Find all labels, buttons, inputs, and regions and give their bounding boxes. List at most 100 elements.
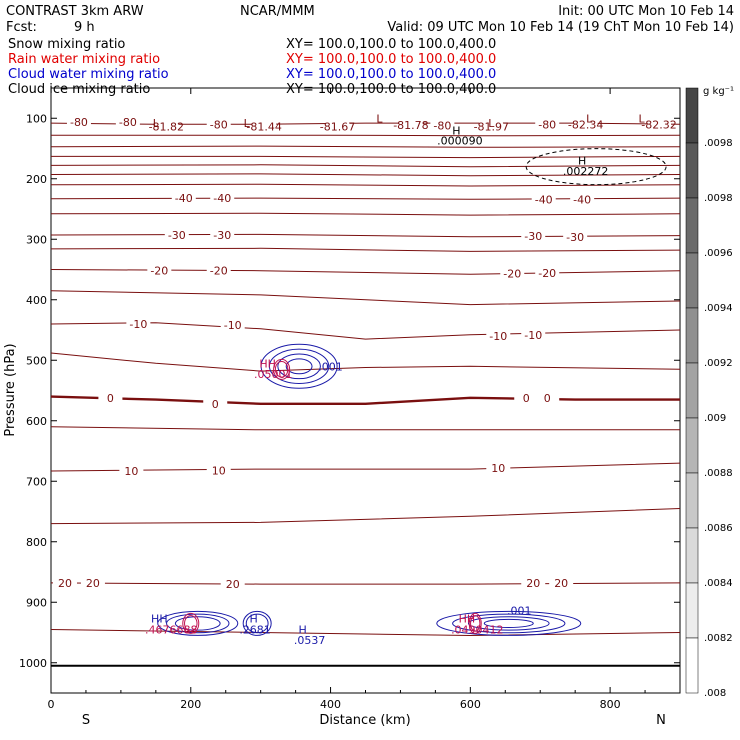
x-tick-label: 800 bbox=[600, 698, 621, 711]
x-end-label-south: S bbox=[82, 713, 90, 728]
colorbar-label: .0086 bbox=[704, 523, 733, 534]
field-name-1: Rain water mixing ratio bbox=[8, 52, 160, 67]
contour-label: 20 bbox=[58, 577, 72, 590]
contour-label-bg bbox=[535, 267, 560, 280]
contour-label-bg bbox=[147, 264, 172, 277]
extremum-label: H bbox=[250, 613, 258, 626]
colorbar-swatch bbox=[685, 362, 699, 419]
contour-label-bg bbox=[52, 576, 77, 589]
contour-label: -80 bbox=[210, 118, 228, 131]
extremum-label: .0537 bbox=[294, 634, 326, 647]
contour-label: -80 bbox=[70, 116, 88, 129]
contour-label: 20 bbox=[86, 577, 100, 590]
cloud-water-low-left-0 bbox=[157, 610, 239, 636]
extremum-label: HH bbox=[259, 357, 276, 370]
colorbar-swatch bbox=[685, 417, 699, 474]
isotherm-10 bbox=[50, 462, 681, 472]
x-tick-label: 600 bbox=[460, 698, 481, 711]
contour-label: -81.44 bbox=[246, 121, 281, 134]
cloud-water-midlevel-1 bbox=[268, 348, 330, 384]
contour-label-bg bbox=[203, 397, 228, 410]
isotherm-25 bbox=[50, 629, 681, 637]
isotherm-m35 bbox=[50, 212, 681, 216]
contour-label: -30 bbox=[168, 229, 186, 242]
extremum-label: L bbox=[244, 117, 251, 130]
cloud-water-low-right-2 bbox=[467, 616, 550, 631]
colorbar-swatch bbox=[685, 87, 699, 144]
field-legend: Snow mixing ratio XY= 100.0,100.0 to 100.… bbox=[8, 37, 496, 97]
extremum-label: .001 bbox=[318, 360, 343, 373]
hydrometeor-contours bbox=[157, 148, 667, 636]
extremum-label: .002272 bbox=[563, 165, 609, 178]
colorbar-swatch bbox=[685, 527, 699, 584]
field-name-0: Snow mixing ratio bbox=[8, 37, 125, 52]
field-name-3: Cloud ice mixing ratio bbox=[8, 82, 150, 97]
contour-label-bg bbox=[570, 193, 595, 206]
contour-label: -81.67 bbox=[320, 121, 355, 134]
contour-label: -20 bbox=[503, 268, 521, 281]
y-tick-label: 500 bbox=[26, 354, 47, 367]
x-end-label-north: N bbox=[656, 713, 666, 728]
contour-labels: -80 -80 -80 -80 -80 -81.82 -81.44 -81.67 -81.78 -… bbox=[52, 112, 677, 647]
contour-label: -40 bbox=[213, 192, 231, 205]
cloud-water-midlevel-2 bbox=[277, 353, 321, 380]
rain-low-left-0 bbox=[182, 612, 200, 634]
x-axis-title: Distance (km) bbox=[319, 713, 410, 728]
isotherm-20 bbox=[50, 582, 681, 585]
contour-label-bg bbox=[521, 230, 546, 243]
isotherm-m15 bbox=[50, 290, 681, 306]
isotherm-m55 bbox=[50, 164, 681, 168]
extremum-label: .001 bbox=[507, 605, 532, 618]
header-model: CONTRAST 3km ARW bbox=[6, 4, 144, 19]
header-valid: Valid: 09 UTC Mon 10 Feb 14 (19 ChT Mon … bbox=[387, 20, 734, 35]
extremum-label: HH bbox=[151, 613, 168, 626]
contour-label: 20 bbox=[554, 577, 568, 590]
cloud-water-low-right-3 bbox=[483, 618, 534, 629]
contour-label: -40 bbox=[535, 193, 553, 206]
contour-label-bg bbox=[479, 120, 504, 133]
contour-label: 0 bbox=[107, 392, 114, 405]
colorbar-label: .0098 bbox=[704, 193, 733, 204]
contour-label: -81.97 bbox=[474, 121, 509, 134]
contour-label-bg bbox=[80, 576, 105, 589]
isotherm-m60 bbox=[51, 155, 681, 159]
contour-label: -40 bbox=[175, 192, 193, 205]
contour-label: 10 bbox=[124, 465, 138, 478]
isotherm-5 bbox=[50, 426, 680, 431]
isotherm-m25 bbox=[50, 247, 681, 252]
isotherm-15 bbox=[50, 508, 681, 525]
extremum-label: L bbox=[488, 117, 495, 130]
contour-label: -80 bbox=[433, 120, 451, 133]
contour-label-bg bbox=[252, 120, 277, 133]
isotherm-m70 bbox=[51, 134, 681, 137]
rain-midlevel-0 bbox=[273, 358, 291, 380]
contour-label: 0 bbox=[544, 392, 551, 405]
contour-label: -10 bbox=[489, 330, 507, 343]
contour-label-bg bbox=[535, 391, 560, 404]
contour-label: -40 bbox=[573, 193, 591, 206]
contour-label: -82.34 bbox=[568, 118, 603, 131]
contour-label: -10 bbox=[129, 318, 147, 331]
extremum-label: H bbox=[578, 155, 586, 168]
contour-label: 0 bbox=[523, 392, 530, 405]
colorbar-swatch bbox=[685, 582, 699, 639]
contour-label-bg bbox=[531, 193, 556, 206]
contour-label: -80 bbox=[538, 118, 556, 131]
extremum-label: .2681 bbox=[239, 623, 271, 636]
x-tick-label: 400 bbox=[320, 698, 341, 711]
isotherm-m5 bbox=[50, 352, 681, 372]
y-tick-label: 600 bbox=[26, 415, 47, 428]
rain-midlevel-1 bbox=[274, 361, 289, 378]
contour-label-bg bbox=[206, 264, 231, 277]
colorbar-swatch bbox=[685, 252, 699, 309]
isotherm-m50 bbox=[50, 173, 681, 177]
contour-label-bg bbox=[514, 391, 539, 404]
field-name-2: Cloud water mixing ratio bbox=[8, 67, 169, 82]
header-init: Init: 00 UTC Mon 10 Feb 14 bbox=[558, 4, 734, 19]
contour-label-bg bbox=[119, 464, 144, 477]
contour-label: 10 bbox=[491, 462, 505, 475]
isotherm-m65 bbox=[50, 145, 681, 148]
colorbar-label: .009 bbox=[704, 413, 726, 424]
y-tick-label: 300 bbox=[26, 233, 47, 246]
contour-label-bg bbox=[206, 464, 231, 477]
